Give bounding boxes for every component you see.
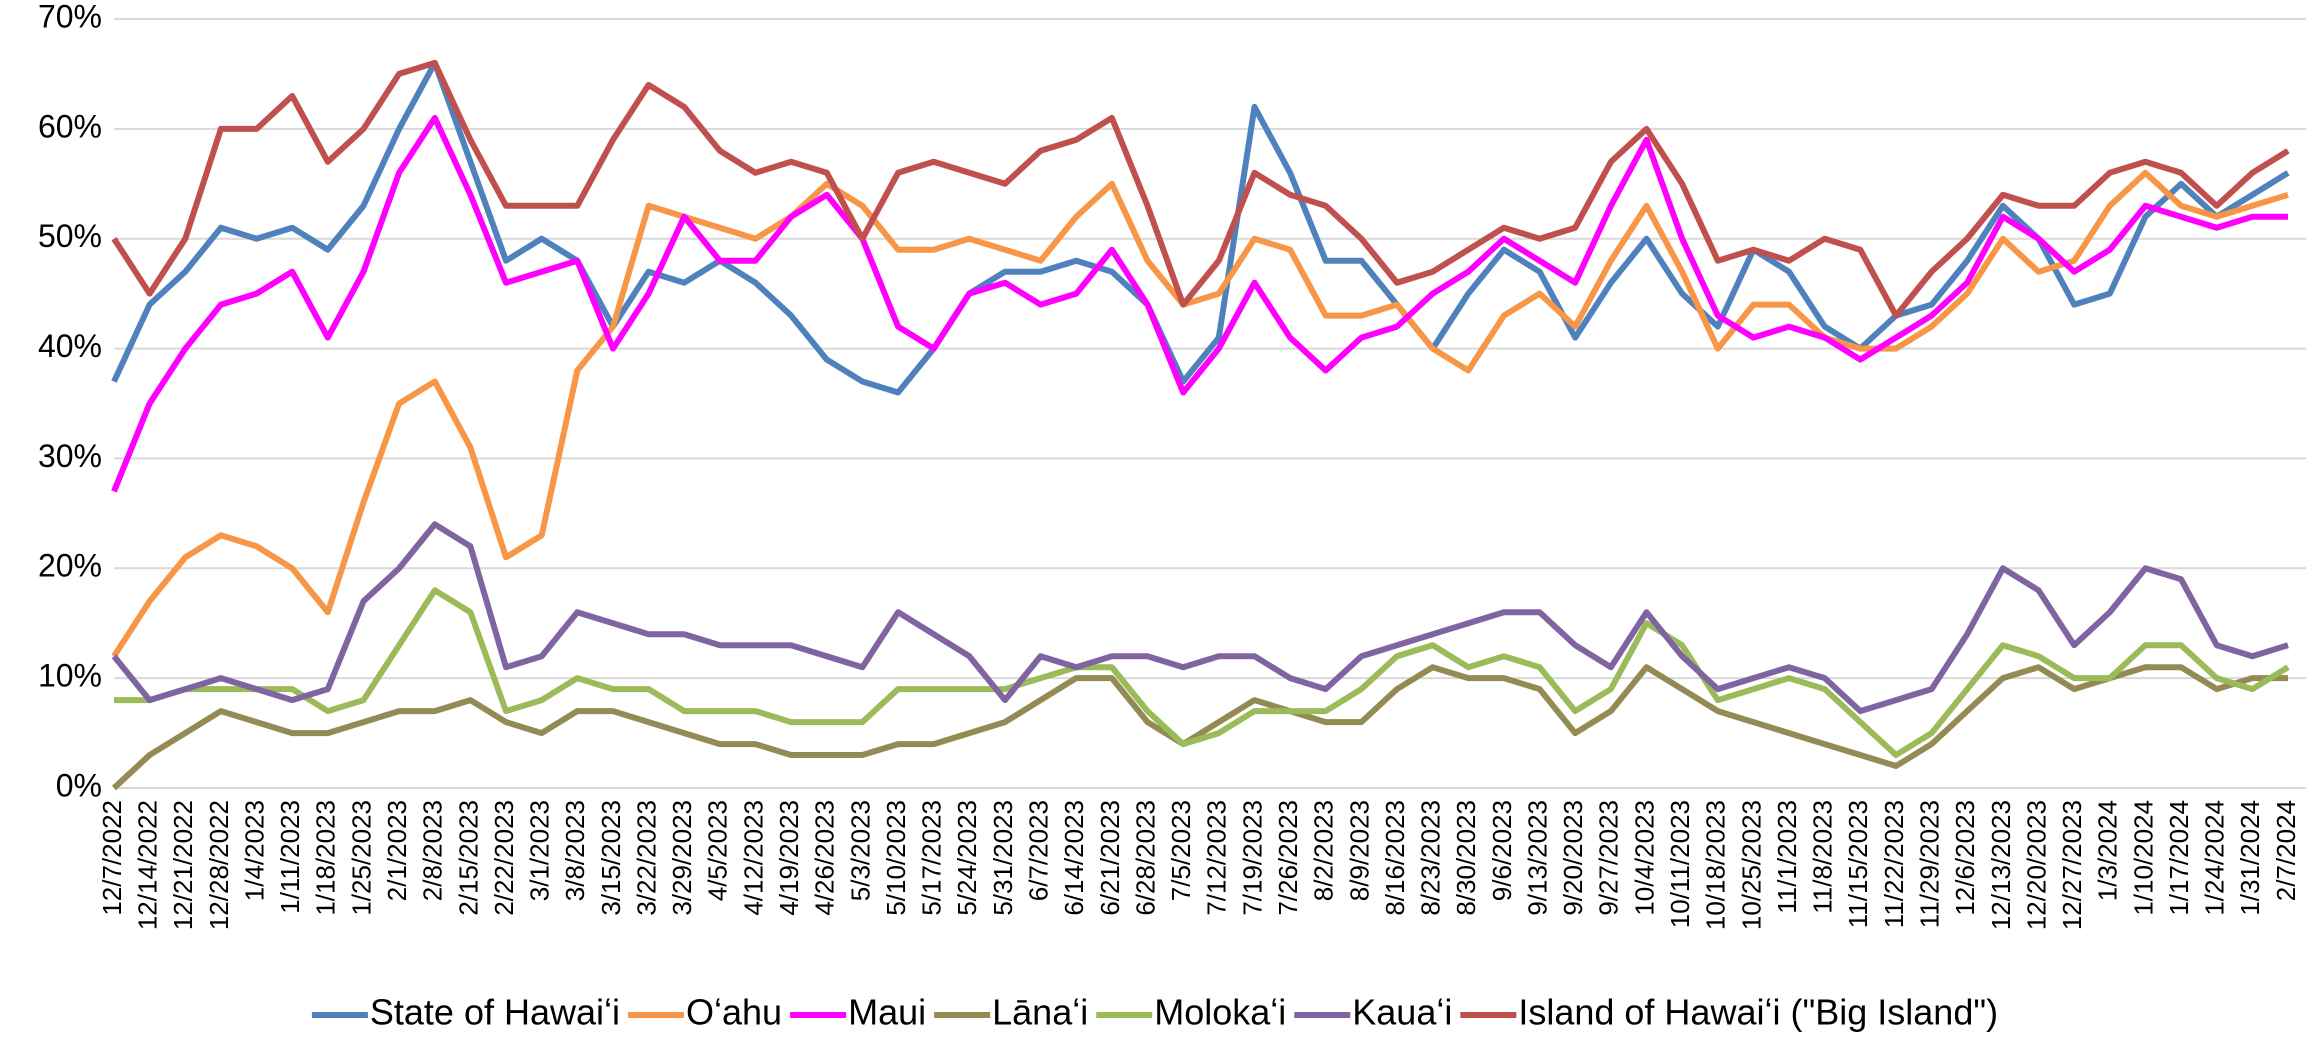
x-tick-label: 12/28/2022 <box>204 800 234 930</box>
legend-label: Kauaʻi <box>1352 992 1452 1033</box>
x-tick-label: 1/17/2024 <box>2164 800 2194 916</box>
x-tick-label: 3/1/2023 <box>525 800 555 901</box>
x-tick-label: 3/8/2023 <box>560 800 590 901</box>
x-tick-label: 11/22/2023 <box>1879 800 1909 928</box>
legend-label: Lānaʻi <box>992 992 1088 1033</box>
series-line <box>114 587 2290 758</box>
series-line <box>111 664 2288 791</box>
x-tick-label: 12/6/2023 <box>1950 800 1980 916</box>
x-tick-label: 1/3/2024 <box>2093 800 2123 901</box>
x-tick-label: 1/11/2023 <box>275 800 305 914</box>
y-tick-label: 30% <box>38 438 102 474</box>
y-tick-label: 20% <box>38 548 102 584</box>
x-tick-label: 9/20/2023 <box>1558 800 1588 916</box>
x-tick-label: 8/16/2023 <box>1380 800 1410 916</box>
x-tick-label: 11/8/2023 <box>1808 800 1838 914</box>
x-tick-label: 6/7/2023 <box>1023 800 1053 901</box>
x-tick-label: 10/18/2023 <box>1701 800 1731 930</box>
x-tick-label: 7/26/2023 <box>1273 800 1303 916</box>
y-tick-label: 40% <box>38 328 102 364</box>
x-tick-label: 3/22/2023 <box>631 800 661 916</box>
x-tick-label: 4/26/2023 <box>810 800 840 916</box>
x-tick-label: 6/21/2023 <box>1095 800 1125 916</box>
y-tick-label: 10% <box>38 658 102 694</box>
legend-label: Molokaʻi <box>1154 992 1286 1033</box>
legend: State of Hawaiʻi Oʻahu Maui Lānaʻi Molokaʻi K… <box>311 992 1998 1033</box>
x-tick-label: 10/11/2023 <box>1665 800 1695 928</box>
y-tick-label: 70% <box>38 0 102 34</box>
x-tick-label: 4/5/2023 <box>703 800 733 901</box>
x-tick-label: 1/18/2023 <box>311 800 341 916</box>
x-tick-label: 2/1/2023 <box>382 800 412 901</box>
x-tick-label: 11/1/2023 <box>1772 800 1802 914</box>
legend-label: Oʻahu <box>686 992 782 1033</box>
x-tick-label: 2/8/2023 <box>418 800 448 901</box>
x-tick-label: 12/13/2023 <box>1986 800 2016 930</box>
x-tick-label: 8/30/2023 <box>1451 800 1481 916</box>
x-tick-label: 9/13/2023 <box>1522 800 1552 916</box>
x-tick-label: 10/4/2023 <box>1629 800 1659 916</box>
x-tick-label: 10/25/2023 <box>1736 800 1766 930</box>
x-tick-label: 7/12/2023 <box>1202 800 1232 916</box>
x-tick-label: 12/27/2023 <box>2057 800 2087 930</box>
x-tick-label: 11/29/2023 <box>1914 800 1944 928</box>
legend-label: Island of Hawaiʻi ("Big Island") <box>1518 992 1998 1033</box>
series-line <box>111 114 2288 493</box>
x-tick-label: 5/17/2023 <box>917 800 947 916</box>
x-tick-label: 2/7/2024 <box>2271 800 2301 901</box>
y-tick-label: 60% <box>38 108 102 144</box>
x-tick-label: 4/19/2023 <box>774 800 804 916</box>
legend-label: State of Hawaiʻi <box>370 992 620 1033</box>
x-tick-label: 8/9/2023 <box>1344 800 1374 901</box>
series-line <box>111 521 2289 715</box>
x-tick-label: 8/2/2023 <box>1309 800 1339 901</box>
y-tick-label: 50% <box>38 218 102 254</box>
x-tick-label: 1/31/2024 <box>2235 800 2265 916</box>
x-tick-label: 6/14/2023 <box>1059 800 1089 916</box>
x-tick-label: 11/15/2023 <box>1843 800 1873 928</box>
x-tick-label: 12/7/2022 <box>97 800 127 916</box>
legend-label: Maui <box>848 992 926 1033</box>
x-tick-label: 5/3/2023 <box>845 800 875 901</box>
x-tick-label: 2/15/2023 <box>453 800 483 916</box>
series-line <box>111 169 2289 658</box>
x-tick-label: 5/10/2023 <box>881 800 911 916</box>
series-line <box>111 59 2290 396</box>
x-tick-label: 1/4/2023 <box>239 800 269 901</box>
x-tick-label: 1/24/2024 <box>2200 800 2230 916</box>
x-tick-label: 7/5/2023 <box>1166 800 1196 901</box>
x-tick-label: 1/25/2023 <box>346 800 376 916</box>
x-tick-label: 12/21/2022 <box>168 800 198 930</box>
x-tick-label: 1/10/2024 <box>2128 800 2158 916</box>
x-tick-label: 3/29/2023 <box>667 800 697 916</box>
x-tick-label: 8/23/2023 <box>1416 800 1446 916</box>
series-line <box>111 59 2290 319</box>
x-tick-label: 4/12/2023 <box>738 800 768 916</box>
y-tick-label: 0% <box>56 767 102 803</box>
x-tick-label: 9/6/2023 <box>1487 800 1517 901</box>
x-tick-label: 3/15/2023 <box>596 800 626 916</box>
x-tick-label: 7/19/2023 <box>1237 800 1267 916</box>
x-tick-label: 5/24/2023 <box>952 800 982 916</box>
x-tick-label: 5/31/2023 <box>988 800 1018 916</box>
x-tick-label: 2/22/2023 <box>489 800 519 916</box>
x-tick-label: 12/14/2022 <box>133 800 163 930</box>
x-tick-label: 9/27/2023 <box>1594 800 1624 916</box>
x-tick-label: 12/20/2023 <box>2021 800 2051 930</box>
x-tick-label: 6/28/2023 <box>1130 800 1160 916</box>
